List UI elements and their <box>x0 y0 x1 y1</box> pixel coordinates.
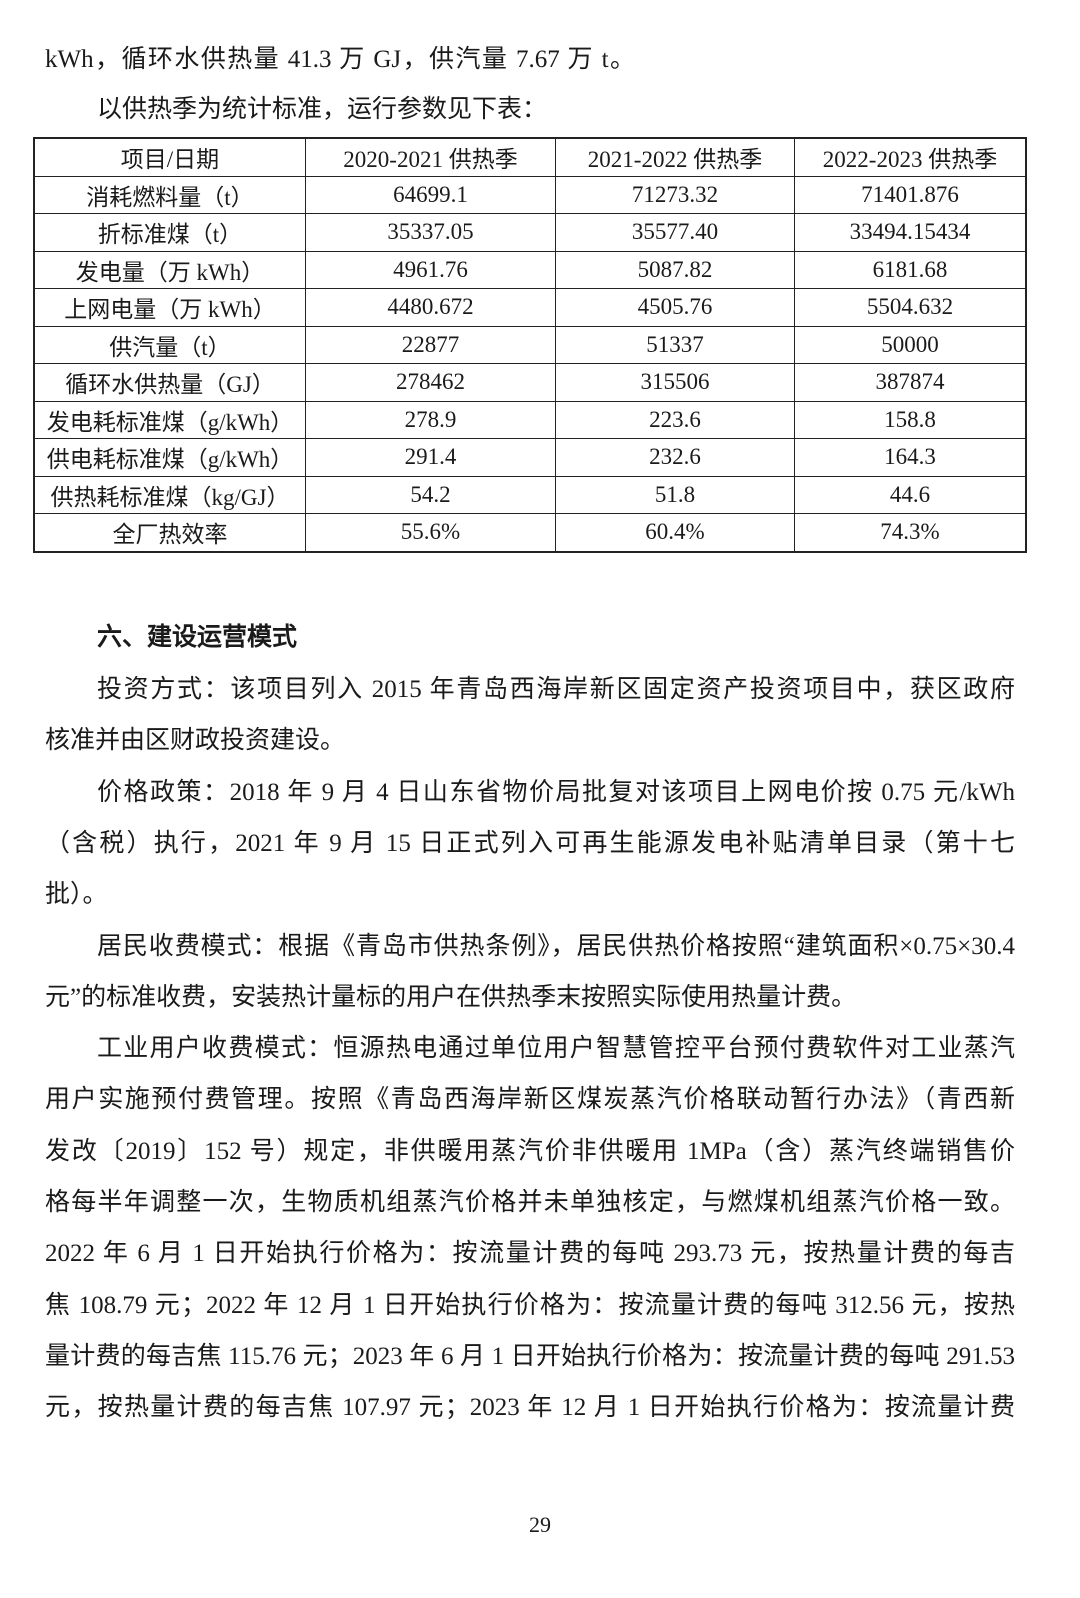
table-row: 折标准煤（t） 35337.05 35577.40 33494.15434 <box>33 213 1027 252</box>
value-cell: 4480.672 <box>305 288 556 327</box>
table-row: 循环水供热量（GJ） 278462 315506 387874 <box>33 363 1027 402</box>
value-cell: 54.2 <box>305 475 556 514</box>
body-text-line: 元，按热量计费的每吉焦 107.97 元；2023 年 12 月 1 日开始执行… <box>45 1394 1015 1422</box>
value-cell: 6181.68 <box>794 250 1027 289</box>
body-text-line: 2022 年 6 月 1 日开始执行价格为：按流量计费的每吨 293.73 元，… <box>45 1240 1015 1268</box>
header-cell: 2021-2022 供热季 <box>555 137 795 177</box>
value-cell: 33494.15434 <box>794 213 1027 252</box>
row-label-cell: 消耗燃料量（t） <box>33 175 306 214</box>
header-cell: 项目/日期 <box>33 137 306 177</box>
table-row: 供热耗标准煤（kg/GJ） 54.2 51.8 44.6 <box>33 475 1027 514</box>
value-cell: 315506 <box>555 363 795 402</box>
value-cell: 164.3 <box>794 438 1027 477</box>
value-cell: 158.8 <box>794 400 1027 439</box>
value-cell: 50000 <box>794 325 1027 364</box>
table-header-row: 项目/日期 2020-2021 供热季 2021-2022 供热季 2022-2… <box>33 137 1027 177</box>
table-row: 供汽量（t） 22877 51337 50000 <box>33 325 1027 364</box>
row-label-cell: 供汽量（t） <box>33 325 306 364</box>
row-label-cell: 供电耗标准煤（g/kWh） <box>33 438 306 477</box>
value-cell: 35577.40 <box>555 213 795 252</box>
value-cell: 35337.05 <box>305 213 556 252</box>
header-cell: 2020-2021 供热季 <box>305 137 556 177</box>
value-cell: 55.6% <box>305 513 556 552</box>
table-row: 供电耗标准煤（g/kWh） 291.4 232.6 164.3 <box>33 438 1027 477</box>
operation-parameters-table: 项目/日期 2020-2021 供热季 2021-2022 供热季 2022-2… <box>33 137 1027 553</box>
section-heading: 六、建设运营模式 <box>97 624 298 651</box>
body-text-line: 元”的标准收费，安装热计量标的用户在供热季末按照实际使用热量计费。 <box>45 983 857 1011</box>
table-row: 消耗燃料量（t） 64699.1 71273.32 71401.876 <box>33 175 1027 214</box>
body-text-line: 量计费的每吉焦 115.76 元；2023 年 6 月 1 日开始执行价格为：按… <box>45 1342 1015 1370</box>
intro-line-2: 以供热季为统计标准，运行参数见下表： <box>97 96 548 123</box>
row-label-cell: 折标准煤（t） <box>33 213 306 252</box>
body-text-line: 价格政策：2018 年 9 月 4 日山东省物价局批复对该项目上网电价按 0.7… <box>97 778 1015 806</box>
table-row: 发电量（万 kWh） 4961.76 5087.82 6181.68 <box>33 250 1027 289</box>
body-text-line: 发改〔2019〕152 号）规定，非供暖用蒸汽价非供暖用 1MPa（含）蒸汽终端… <box>45 1137 1015 1165</box>
table-row: 上网电量（万 kWh） 4480.672 4505.76 5504.632 <box>33 288 1027 327</box>
body-text-line: 工业用户收费模式：恒源热电通过单位用户智慧管控平台预付费软件对工业蒸汽 <box>97 1035 1015 1063</box>
value-cell: 71273.32 <box>555 175 795 214</box>
row-label-cell: 全厂热效率 <box>33 513 306 552</box>
body-text-line: 核准并由区财政投资建设。 <box>45 727 346 755</box>
body-text-line: 居民收费模式：根据《青岛市供热条例》，居民供热价格按照“建筑面积×0.75×30… <box>97 932 1015 960</box>
body-text-line: 焦 108.79 元；2022 年 12 月 1 日开始执行价格为：按流量计费的… <box>45 1291 1015 1319</box>
value-cell: 5504.632 <box>794 288 1027 327</box>
table-row: 全厂热效率 55.6% 60.4% 74.3% <box>33 513 1027 552</box>
value-cell: 64699.1 <box>305 175 556 214</box>
value-cell: 4505.76 <box>555 288 795 327</box>
value-cell: 22877 <box>305 325 556 364</box>
value-cell: 387874 <box>794 363 1027 402</box>
value-cell: 44.6 <box>794 475 1027 514</box>
value-cell: 232.6 <box>555 438 795 477</box>
value-cell: 5087.82 <box>555 250 795 289</box>
value-cell: 74.3% <box>794 513 1027 552</box>
value-cell: 223.6 <box>555 400 795 439</box>
row-label-cell: 发电量（万 kWh） <box>33 250 306 289</box>
header-cell: 2022-2023 供热季 <box>794 137 1027 177</box>
body-text-line: （含税）执行，2021 年 9 月 15 日正式列入可再生能源发电补贴清单目录（… <box>45 829 1015 857</box>
value-cell: 278.9 <box>305 400 556 439</box>
value-cell: 51.8 <box>555 475 795 514</box>
page-number: 29 <box>529 1512 551 1537</box>
table-row: 发电耗标准煤（g/kWh） 278.9 223.6 158.8 <box>33 400 1027 439</box>
value-cell: 60.4% <box>555 513 795 552</box>
value-cell: 278462 <box>305 363 556 402</box>
body-text-line: 格每半年调整一次，生物质机组蒸汽价格并未单独核定，与燃煤机组蒸汽价格一致。 <box>45 1189 1015 1216</box>
body-text-line: 批）。 <box>45 881 108 909</box>
row-label-cell: 循环水供热量（GJ） <box>33 363 306 402</box>
row-label-cell: 上网电量（万 kWh） <box>33 288 306 327</box>
row-label-cell: 发电耗标准煤（g/kWh） <box>33 400 306 439</box>
value-cell: 291.4 <box>305 438 556 477</box>
intro-line-1: kWh，循环水供热量 41.3 万 GJ，供汽量 7.67 万 t。 <box>45 46 635 73</box>
body-text-line: 投资方式：该项目列入 2015 年青岛西海岸新区固定资产投资项目中，获区政府 <box>97 676 1015 703</box>
row-label-cell: 供热耗标准煤（kg/GJ） <box>33 475 306 514</box>
value-cell: 4961.76 <box>305 250 556 289</box>
body-text-line: 用户实施预付费管理。按照《青岛西海岸新区煤炭蒸汽价格联动暂行办法》（青西新 <box>45 1086 1015 1114</box>
value-cell: 71401.876 <box>794 175 1027 214</box>
value-cell: 51337 <box>555 325 795 364</box>
